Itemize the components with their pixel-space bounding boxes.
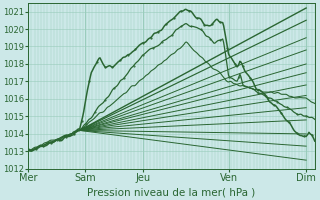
X-axis label: Pression niveau de la mer( hPa ): Pression niveau de la mer( hPa ) xyxy=(87,187,256,197)
